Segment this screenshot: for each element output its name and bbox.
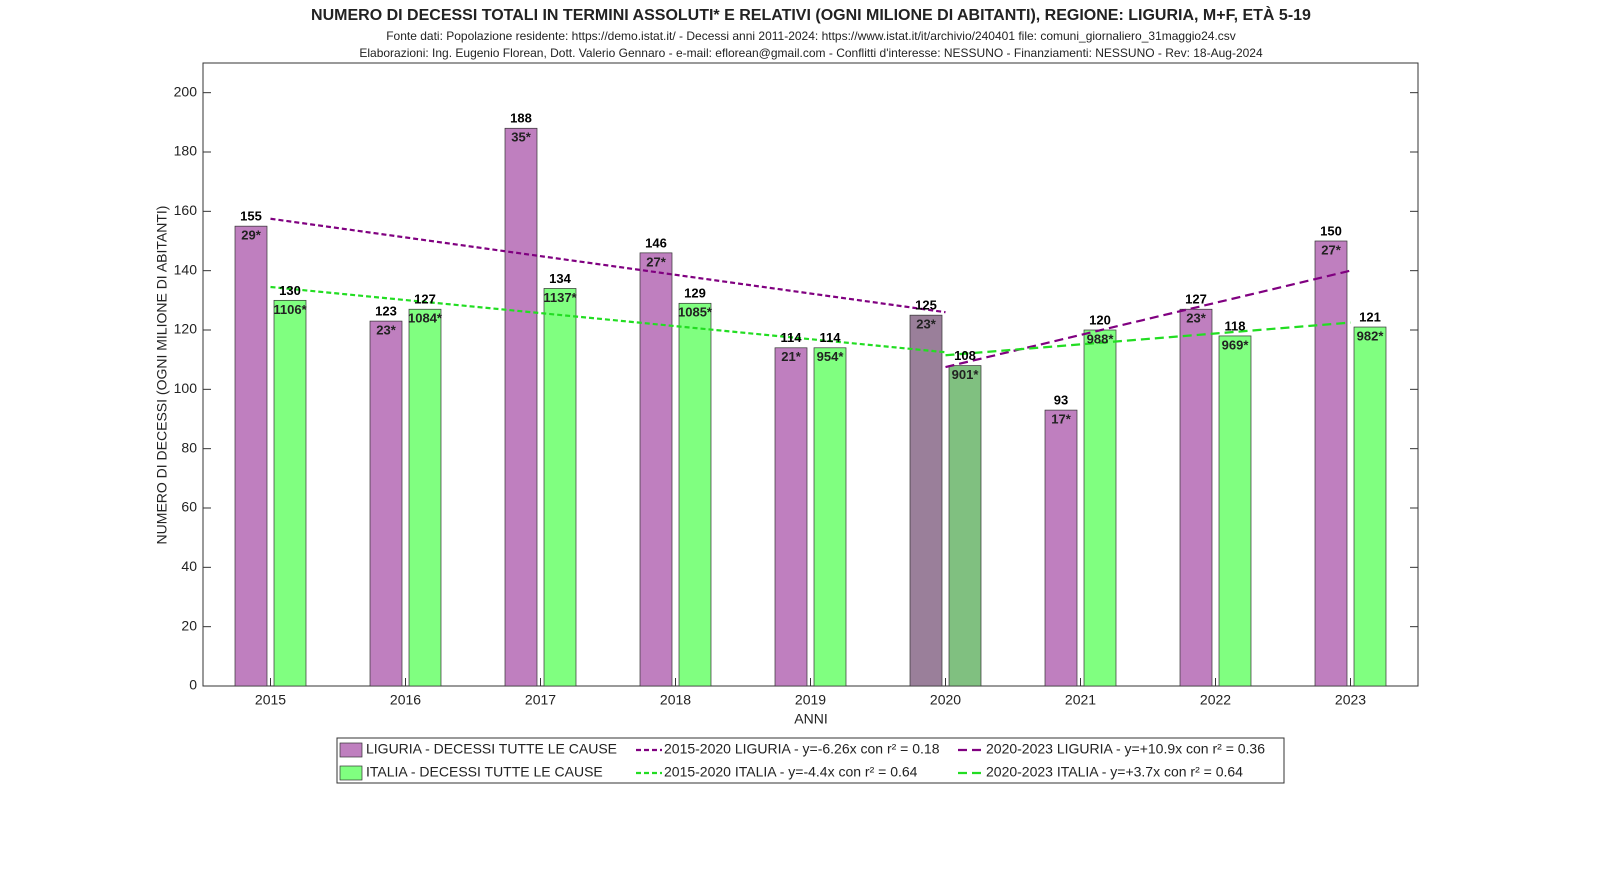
value-label: 93 <box>1054 393 1068 408</box>
y-tick-label: 200 <box>174 83 198 99</box>
y-tick-label: 40 <box>181 558 197 574</box>
plot-area <box>202 62 1419 687</box>
x-tick-label: 2015 <box>255 692 286 708</box>
value-label: 150 <box>1320 223 1342 238</box>
value-label: 114 <box>820 330 842 345</box>
bar <box>234 225 268 687</box>
bar <box>504 127 538 687</box>
value-label: 127 <box>1185 292 1207 307</box>
bar <box>639 252 673 687</box>
x-tick-label: 2023 <box>1335 692 1366 708</box>
legend-swatch <box>339 765 363 781</box>
value-label: 125 <box>915 298 937 313</box>
x-axis-label: ANNI <box>794 711 827 727</box>
value-label: 155 <box>240 209 262 224</box>
relative-label: 23* <box>916 317 936 332</box>
y-tick-label: 0 <box>189 677 197 693</box>
y-tick-label: 180 <box>174 143 198 159</box>
bar <box>1218 335 1252 687</box>
y-tick-label: 20 <box>181 617 197 633</box>
x-tick-label: 2022 <box>1200 692 1231 708</box>
y-tick-label: 100 <box>174 380 198 396</box>
legend-label: 2015-2020 LIGURIA - y=-6.26x con r² = 0.… <box>664 741 940 757</box>
relative-label: 27* <box>1321 242 1341 257</box>
subtitle: Fonte dati: Popolazione residente: https… <box>386 29 1236 43</box>
relative-label: 17* <box>1051 412 1071 427</box>
relative-label: 1085* <box>678 305 713 320</box>
value-label: 127 <box>414 292 436 307</box>
relative-label: 1137* <box>543 290 577 305</box>
x-tick-label: 2021 <box>1065 692 1096 708</box>
legend-swatch <box>339 742 363 758</box>
x-tick-label: 2019 <box>795 692 826 708</box>
relative-label: 982* <box>1357 328 1385 343</box>
bar <box>813 347 847 687</box>
legend-label: LIGURIA - DECESSI TUTTE LE CAUSE <box>366 741 617 757</box>
relative-label: 901* <box>952 367 980 382</box>
trend-line <box>270 217 946 314</box>
x-tick-label: 2018 <box>660 692 691 708</box>
trend-line <box>945 321 1351 357</box>
relative-label: 969* <box>1222 337 1250 352</box>
y-tick-label: 80 <box>181 439 197 455</box>
value-label: 134 <box>549 271 571 286</box>
legend-label: 2015-2020 ITALIA - y=-4.4x con r² = 0.64 <box>664 764 918 780</box>
bar <box>948 365 982 687</box>
value-label: 130 <box>279 283 301 298</box>
value-label: 129 <box>684 286 706 301</box>
legend-label: 2020-2023 LIGURIA - y=+10.9x con r² = 0.… <box>986 741 1265 757</box>
bar <box>1314 240 1348 687</box>
value-label: 121 <box>1359 309 1381 324</box>
bar <box>543 288 577 687</box>
value-label: 188 <box>510 111 532 126</box>
legend-label: 2020-2023 ITALIA - y=+3.7x con r² = 0.64 <box>986 764 1243 780</box>
value-label: 120 <box>1089 312 1111 327</box>
relative-label: 29* <box>241 228 261 243</box>
relative-label: 27* <box>646 254 666 269</box>
bar <box>1083 329 1117 687</box>
x-tick-label: 2016 <box>390 692 421 708</box>
value-label: 123 <box>375 304 397 319</box>
x-tick-label: 2017 <box>525 692 556 708</box>
bar <box>678 302 712 687</box>
y-tick-label: 140 <box>174 261 198 277</box>
value-label: 118 <box>1225 318 1246 333</box>
y-tick-label: 60 <box>181 499 197 515</box>
relative-label: 35* <box>511 130 531 145</box>
relative-label: 23* <box>1186 311 1206 326</box>
bar <box>273 299 307 687</box>
relative-label: 988* <box>1087 331 1115 346</box>
bar <box>369 320 403 687</box>
bar <box>1179 308 1213 687</box>
y-tick-label: 160 <box>174 202 198 218</box>
value-label: 108 <box>954 348 976 363</box>
bar <box>408 308 442 687</box>
subtitle: Elaborazioni: Ing. Eugenio Florean, Dott… <box>359 46 1263 60</box>
bar <box>774 347 808 687</box>
trend-line <box>270 285 946 354</box>
relative-label: 21* <box>781 349 801 364</box>
legend-label: ITALIA - DECESSI TUTTE LE CAUSE <box>366 764 603 780</box>
relative-label: 954* <box>817 349 845 364</box>
relative-label: 1084* <box>408 311 443 326</box>
y-axis-label: NUMERO DI DECESSI (OGNI MILIONE DI ABITA… <box>154 206 170 545</box>
value-label: 146 <box>645 235 667 250</box>
value-label: 114 <box>781 330 803 345</box>
bar <box>1353 326 1387 687</box>
relative-label: 23* <box>376 323 396 338</box>
y-tick-label: 120 <box>174 321 198 337</box>
bar <box>1044 409 1078 687</box>
x-tick-label: 2020 <box>930 692 961 708</box>
legend <box>336 737 1285 784</box>
relative-label: 1106* <box>273 302 307 317</box>
bar <box>909 314 943 687</box>
chart-title: NUMERO DI DECESSI TOTALI IN TERMINI ASSO… <box>311 5 1311 24</box>
